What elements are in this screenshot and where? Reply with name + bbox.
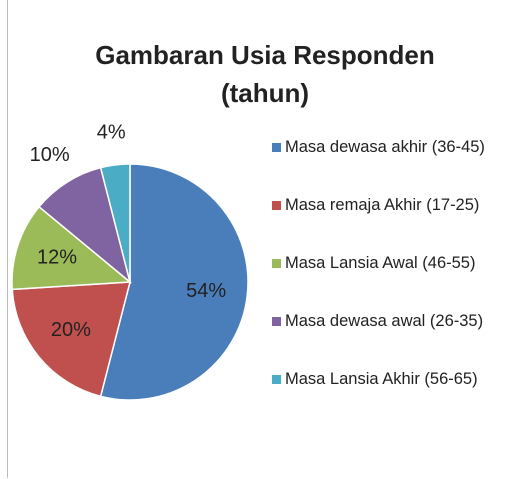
legend-label: Masa Lansia Awal (46-55) — [285, 254, 476, 272]
legend-label: Masa dewasa awal (26-35) — [285, 312, 484, 330]
chart-title: Gambaran Usia Responden (tahun) — [95, 40, 435, 108]
legend-label: Masa Lansia Akhir (56-65) — [285, 370, 478, 388]
legend-item: Masa Lansia Awal (46-55) — [272, 252, 512, 310]
pie-slice — [99, 163, 131, 283]
legend-swatch — [272, 201, 281, 210]
data-label: 20% — [51, 319, 91, 341]
pie-slice — [11, 281, 131, 398]
legend-label: Masa dewasa akhir (36-45) — [285, 138, 485, 156]
legend-item: Masa remaja Akhir (17-25) — [272, 194, 512, 252]
legend: Masa dewasa akhir (36-45) Masa remaja Akh… — [272, 136, 512, 426]
data-label: 54% — [186, 280, 226, 302]
legend-swatch — [272, 259, 281, 268]
pie-slice — [11, 205, 132, 291]
legend-item: Masa Lansia Akhir (56-65) — [272, 368, 512, 426]
data-label: 4% — [97, 122, 126, 144]
data-label: 10% — [30, 144, 70, 166]
legend-swatch — [272, 143, 281, 152]
legend-swatch — [272, 375, 281, 384]
pie-slice — [99, 163, 249, 401]
legend-item: Masa dewasa akhir (36-45) — [272, 136, 512, 194]
legend-label: Masa remaja Akhir (17-25) — [285, 196, 480, 214]
data-label: 12% — [37, 247, 77, 269]
legend-swatch — [272, 317, 281, 326]
chart-frame — [7, 0, 520, 478]
legend-item: Masa dewasa awal (26-35) — [272, 310, 512, 368]
